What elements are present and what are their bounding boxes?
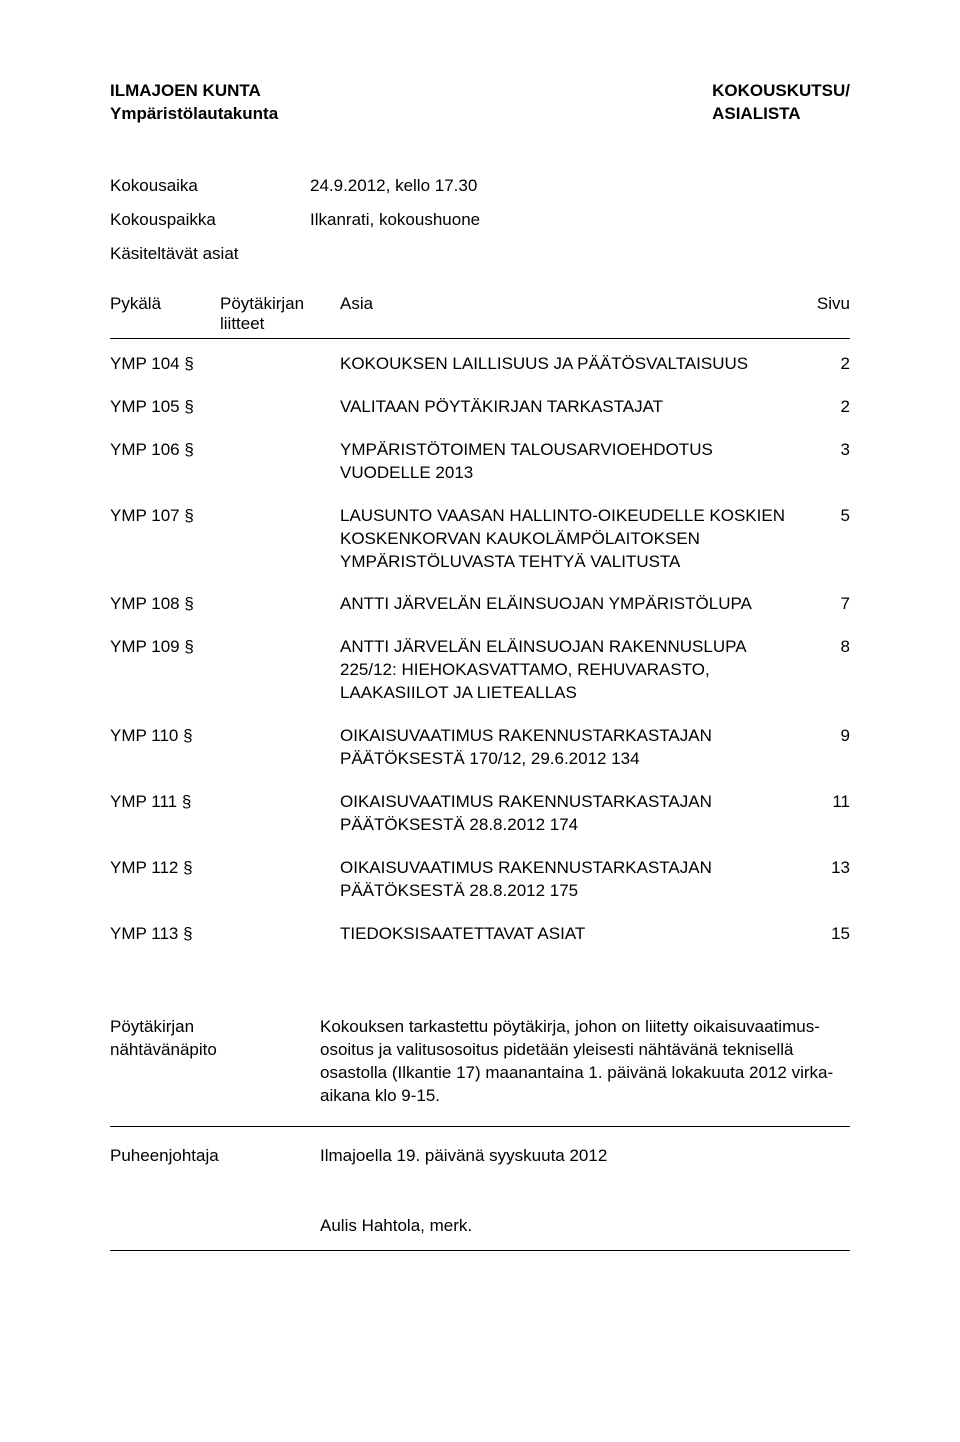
item-pykala: YMP 109 § xyxy=(110,636,220,705)
agenda-item: YMP 104 § KOKOUKSEN LAILLISUUS JA PÄÄTÖSV… xyxy=(110,353,850,376)
item-text-block: ANTTI JÄRVELÄN ELÄINSUOJAN YMPÄRISTÖLUPA… xyxy=(340,593,850,616)
item-pykala: YMP 107 § xyxy=(110,505,220,574)
item-asia: OIKAISUVAATIMUS RAKENNUSTARKASTAJAN PÄÄT… xyxy=(340,725,800,771)
item-liitteet xyxy=(220,396,340,419)
puheenjohtaja-block: Ilmajoella 19. päivänä syyskuuta 2012 Au… xyxy=(320,1145,850,1239)
item-liitteet xyxy=(220,593,340,616)
poytakirja-text: Kokouksen tarkastettu pöytäkirja, johon … xyxy=(320,1016,850,1108)
org-name: ILMAJOEN KUNTA xyxy=(110,80,278,103)
item-sivu: 13 xyxy=(800,857,850,880)
item-sivu: 9 xyxy=(800,725,850,748)
page: ILMAJOEN KUNTA Ympäristölautakunta KOKOU… xyxy=(0,0,960,1442)
meeting-time-value: 24.9.2012, kello 17.30 xyxy=(310,176,477,196)
item-text-block: ANTTI JÄRVELÄN ELÄINSUOJAN RAKENNUSLUPA … xyxy=(340,636,850,705)
agenda-items: YMP 104 § KOKOUKSEN LAILLISUUS JA PÄÄTÖSV… xyxy=(110,353,850,946)
item-liitteet xyxy=(220,353,340,376)
agenda-item: YMP 107 § LAUSUNTO VAASAN HALLINTO-OIKEUD… xyxy=(110,505,850,574)
agenda-item: YMP 110 § OIKAISUVAATIMUS RAKENNUSTARKAST… xyxy=(110,725,850,771)
agenda-item: YMP 112 § OIKAISUVAATIMUS RAKENNUSTARKAST… xyxy=(110,857,850,903)
item-text-block: KOKOUKSEN LAILLISUUS JA PÄÄTÖSVALTAISUUS… xyxy=(340,353,850,376)
item-sivu: 5 xyxy=(800,505,850,528)
item-pykala: YMP 106 § xyxy=(110,439,220,485)
col-header-sivu: Sivu xyxy=(800,294,850,334)
item-pykala: YMP 105 § xyxy=(110,396,220,419)
agenda-item: YMP 113 § TIEDOKSISAATETTAVAT ASIAT15 xyxy=(110,923,850,946)
header-left: ILMAJOEN KUNTA Ympäristölautakunta xyxy=(110,80,278,126)
col-header-liitteet-line2: liitteet xyxy=(220,314,340,334)
signature: Aulis Hahtola, merk. xyxy=(320,1215,850,1238)
puheenjohtaja-label: Puheenjohtaja xyxy=(110,1145,320,1239)
item-text-block: OIKAISUVAATIMUS RAKENNUSTARKASTAJAN PÄÄT… xyxy=(340,857,850,903)
item-text-block: LAUSUNTO VAASAN HALLINTO-OIKEUDELLE KOSK… xyxy=(340,505,850,574)
col-header-pykala: Pykälä xyxy=(110,294,220,334)
agenda-item: YMP 105 § VALITAAN PÖYTÄKIRJAN TARKASTAJA… xyxy=(110,396,850,419)
item-liitteet xyxy=(220,439,340,485)
poytakirja-label-line1: Pöytäkirjan xyxy=(110,1016,320,1039)
item-asia: ANTTI JÄRVELÄN ELÄINSUOJAN YMPÄRISTÖLUPA xyxy=(340,593,800,616)
doc-type-line1: KOKOUSKUTSU/ xyxy=(712,80,850,103)
agenda-item: YMP 109 § ANTTI JÄRVELÄN ELÄINSUOJAN RAKE… xyxy=(110,636,850,705)
item-asia: OIKAISUVAATIMUS RAKENNUSTARKASTAJAN PÄÄT… xyxy=(340,791,800,837)
poytakirja-label-line2: nähtävänäpito xyxy=(110,1039,320,1062)
item-sivu: 2 xyxy=(800,396,850,419)
org-subtitle: Ympäristölautakunta xyxy=(110,103,278,126)
agenda-title: Käsiteltävät asiat xyxy=(110,244,850,264)
item-sivu: 8 xyxy=(800,636,850,659)
item-text-block: YMPÄRISTÖTOIMEN TALOUSARVIOEHDOTUS VUODE… xyxy=(340,439,850,485)
poytakirja-row: Pöytäkirjan nähtävänäpito Kokouksen tark… xyxy=(110,1016,850,1127)
item-liitteet xyxy=(220,725,340,771)
item-pykala: YMP 104 § xyxy=(110,353,220,376)
item-pykala: YMP 108 § xyxy=(110,593,220,616)
item-text-block: OIKAISUVAATIMUS RAKENNUSTARKASTAJAN PÄÄT… xyxy=(340,791,850,837)
agenda-item: YMP 111 § OIKAISUVAATIMUS RAKENNUSTARKAST… xyxy=(110,791,850,837)
meeting-place-row: Kokouspaikka Ilkanrati, kokoushuone xyxy=(110,210,850,230)
item-asia: VALITAAN PÖYTÄKIRJAN TARKASTAJAT xyxy=(340,396,800,419)
meeting-time-label: Kokousaika xyxy=(110,176,310,196)
puheenjohtaja-row: Puheenjohtaja Ilmajoella 19. päivänä syy… xyxy=(110,1145,850,1252)
item-asia: YMPÄRISTÖTOIMEN TALOUSARVIOEHDOTUS VUODE… xyxy=(340,439,800,485)
col-header-asia: Asia xyxy=(340,294,800,334)
item-text-block: VALITAAN PÖYTÄKIRJAN TARKASTAJAT2 xyxy=(340,396,850,419)
item-sivu: 15 xyxy=(800,923,850,946)
agenda-title-text: Käsiteltävät asiat xyxy=(110,244,239,263)
item-sivu: 7 xyxy=(800,593,850,616)
header-right: KOKOUSKUTSU/ ASIALISTA xyxy=(712,80,850,126)
item-asia: LAUSUNTO VAASAN HALLINTO-OIKEUDELLE KOSK… xyxy=(340,505,800,574)
meeting-place-label: Kokouspaikka xyxy=(110,210,310,230)
item-sivu: 2 xyxy=(800,353,850,376)
item-liitteet xyxy=(220,923,340,946)
col-header-liitteet-line1: Pöytäkirjan xyxy=(220,294,340,314)
col-header-liitteet: Pöytäkirjan liitteet xyxy=(220,294,340,334)
item-liitteet xyxy=(220,791,340,837)
item-pykala: YMP 112 § xyxy=(110,857,220,903)
item-text-block: TIEDOKSISAATETTAVAT ASIAT15 xyxy=(340,923,850,946)
item-liitteet xyxy=(220,636,340,705)
item-liitteet xyxy=(220,857,340,903)
item-text-block: OIKAISUVAATIMUS RAKENNUSTARKASTAJAN PÄÄT… xyxy=(340,725,850,771)
meeting-time-row: Kokousaika 24.9.2012, kello 17.30 xyxy=(110,176,850,196)
document-header: ILMAJOEN KUNTA Ympäristölautakunta KOKOU… xyxy=(110,80,850,126)
item-sivu: 11 xyxy=(800,791,850,814)
item-pykala: YMP 113 § xyxy=(110,923,220,946)
agenda-table-header: Pykälä Pöytäkirjan liitteet Asia Sivu xyxy=(110,294,850,339)
item-pykala: YMP 111 § xyxy=(110,791,220,837)
meeting-meta: Kokousaika 24.9.2012, kello 17.30 Kokous… xyxy=(110,176,850,264)
item-asia: TIEDOKSISAATETTAVAT ASIAT xyxy=(340,923,800,946)
meeting-place-value: Ilkanrati, kokoushuone xyxy=(310,210,480,230)
item-liitteet xyxy=(220,505,340,574)
poytakirja-label: Pöytäkirjan nähtävänäpito xyxy=(110,1016,320,1108)
item-sivu: 3 xyxy=(800,439,850,462)
item-asia: KOKOUKSEN LAILLISUUS JA PÄÄTÖSVALTAISUUS xyxy=(340,353,800,376)
doc-type-line2: ASIALISTA xyxy=(712,103,850,126)
agenda-item: YMP 106 § YMPÄRISTÖTOIMEN TALOUSARVIOEHDO… xyxy=(110,439,850,485)
puheenjohtaja-text: Ilmajoella 19. päivänä syyskuuta 2012 xyxy=(320,1145,850,1168)
agenda-item: YMP 108 § ANTTI JÄRVELÄN ELÄINSUOJAN YMPÄ… xyxy=(110,593,850,616)
item-asia: ANTTI JÄRVELÄN ELÄINSUOJAN RAKENNUSLUPA … xyxy=(340,636,800,705)
footer-section: Pöytäkirjan nähtävänäpito Kokouksen tark… xyxy=(110,1016,850,1252)
item-asia: OIKAISUVAATIMUS RAKENNUSTARKASTAJAN PÄÄT… xyxy=(340,857,800,903)
item-pykala: YMP 110 § xyxy=(110,725,220,771)
